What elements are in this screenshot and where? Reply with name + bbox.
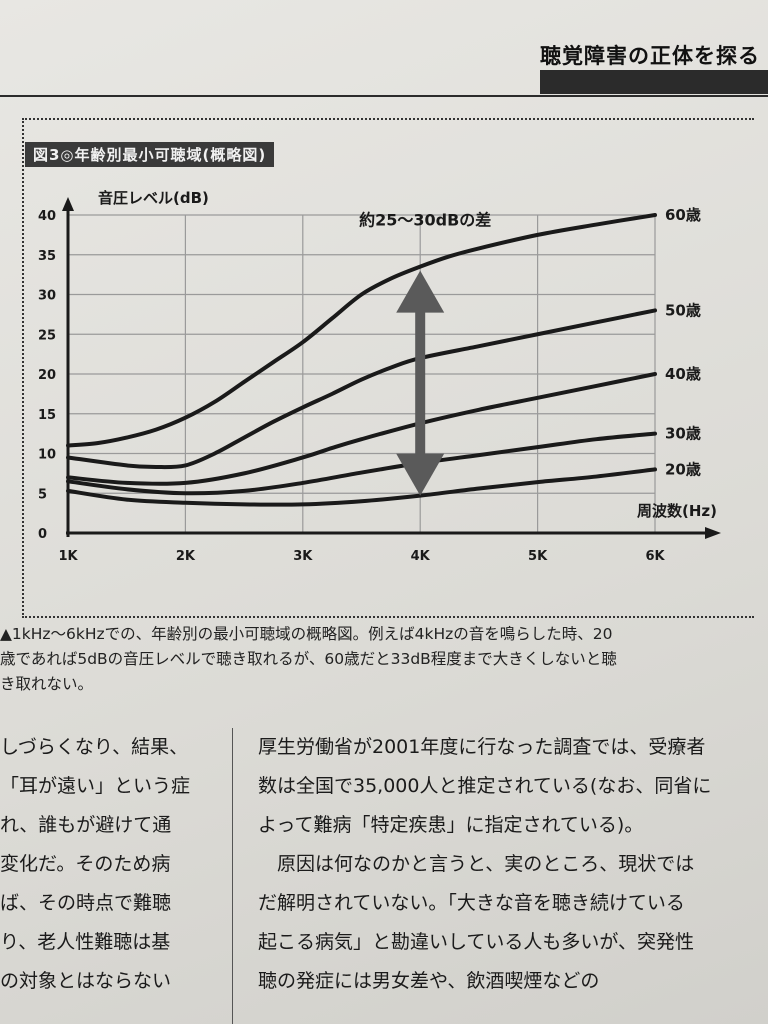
text-line: 変化だ。そのため病 (0, 853, 171, 875)
series-line (66, 308, 657, 470)
y-tick-label: 5 (38, 487, 47, 502)
body-text-left-column: しづらくなり、結果、 「耳が遠い」という症 れ、誰もが避けて通 変化だ。そのため… (0, 728, 205, 1001)
text-line: 数は全国で35,000人と推定されている(なお、同省に (258, 775, 712, 797)
figure-frame (22, 118, 754, 618)
series-label: 20歳 (665, 460, 701, 478)
y-tick-label: 40 (38, 209, 56, 224)
text-line: 「耳が遠い」という症 (0, 775, 191, 797)
text-line: 原因は何なのかと言うと、実のところ、現状では (258, 853, 695, 875)
x-tick-label: 2K (176, 549, 196, 564)
text-line: 聴の発症には男女差や、飲酒喫煙などの (258, 970, 600, 992)
series-line (66, 431, 657, 496)
x-axis-arrowhead (705, 527, 721, 539)
series-label: 50歳 (665, 301, 701, 319)
y-tick-label: 35 (38, 249, 56, 264)
text-line: 厚生労働省が2001年度に行なった調査では、受療者 (258, 736, 706, 758)
y-tick-label: 0 (38, 527, 47, 542)
text-line: ば、その時点で難聴 (0, 892, 172, 914)
y-tick-label: 30 (38, 289, 56, 304)
y-axis-label: 音圧レベル(dB) (98, 189, 209, 207)
age-hearing-threshold-chart: 0 5 10 15 20 25 30 35 40 1K 2K 3K 4K 5K 6K 音圧レベル(dB) 周波数… (38, 189, 721, 564)
x-tick-label: 6K (645, 549, 665, 564)
chapter-header-title: 聴覚障害の正体を探る (540, 44, 760, 68)
column-divider (232, 728, 233, 1024)
caption-line: 歳であれば5dBの音圧レベルで聴き取れるが、60歳だと33dB程度まで大きくしな… (0, 650, 617, 668)
series-line (66, 372, 657, 486)
difference-arrow-shaft (415, 308, 426, 458)
y-tick-label: 15 (38, 408, 56, 423)
x-axis-label: 周波数(Hz) (637, 502, 717, 520)
y-tick-label: 25 (38, 328, 56, 343)
chapter-header-bar (540, 70, 768, 94)
x-tick-label: 4K (411, 549, 431, 564)
caption-line: き取れない。 (0, 675, 94, 693)
difference-arrow-head-up (396, 270, 445, 313)
y-tick-label: 20 (38, 368, 56, 383)
y-axis-arrowhead (62, 197, 74, 211)
series-line (66, 467, 657, 507)
text-line: だ解明されていない。「大きな音を聴き続けている (258, 892, 685, 914)
series-label: 30歳 (665, 425, 701, 443)
body-text-right-column: 厚生労働省が2001年度に行なった調査では、受療者 数は全国で35,000人と推… (258, 728, 768, 1001)
x-tick-label: 3K (293, 549, 313, 564)
text-line: 起こる病気」と勘違いしている人も多いが、突発性 (258, 931, 695, 953)
figure-caption: ▲1kHz～6kHzでの、年齢別の最小可聴域の概略図。例えば4kHzの音を鳴らし… (0, 622, 768, 697)
y-tick-label: 10 (38, 448, 56, 463)
text-line: よって難病「特定疾患」に指定されている)。 (258, 814, 644, 836)
x-tick-label: 1K (58, 549, 78, 564)
difference-annotation-label: 約25～30dBの差 (359, 210, 491, 229)
series-label: 60歳 (665, 206, 701, 224)
text-line: れ、誰もが避けて通 (0, 814, 172, 836)
series-label: 40歳 (665, 365, 701, 383)
difference-arrow-head-down (396, 453, 445, 496)
header-rule (0, 95, 768, 97)
figure-title: 図3◎年齢別最小可聴域(概略図) (25, 142, 275, 167)
series-line (66, 213, 657, 448)
x-tick-label: 5K (528, 549, 548, 564)
caption-line: ▲1kHz～6kHzでの、年齢別の最小可聴域の概略図。例えば4kHzの音を鳴らし… (0, 625, 613, 643)
text-line: り、老人性難聴は基 (0, 931, 171, 953)
text-line: しづらくなり、結果、 (0, 736, 189, 758)
text-line: の対象とはならない (0, 970, 172, 992)
